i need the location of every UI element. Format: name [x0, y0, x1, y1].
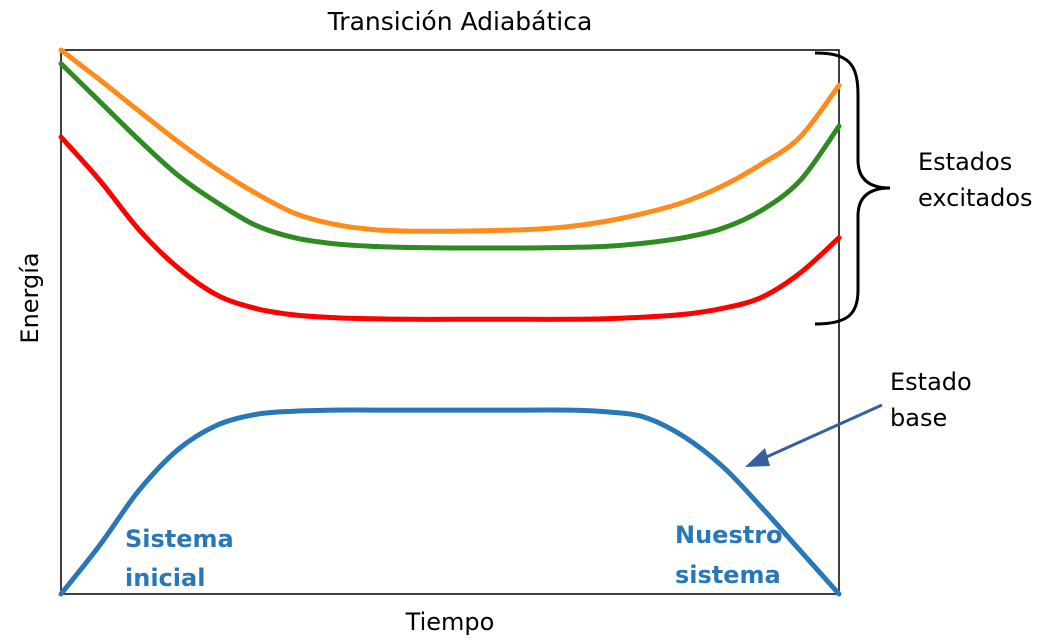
ground-state-label-line2: base	[890, 404, 947, 432]
excited-state-2-line	[61, 50, 839, 231]
initial-system-label-line1: Sistema	[125, 525, 234, 553]
x-axis-label: Tiempo	[405, 608, 495, 636]
excited-state-1-line	[61, 64, 839, 248]
ground-state-label-line1: Estado	[890, 368, 972, 396]
initial-system-label-line2: inicial	[125, 564, 205, 592]
ground-state-arrow-shaft	[762, 405, 882, 459]
y-axis-label: Energía	[16, 252, 44, 343]
excited-states-label-line1: Estados	[918, 148, 1012, 176]
plot-area-frame	[61, 50, 839, 594]
our-system-label-line2: sistema	[675, 561, 781, 589]
ground-state-arrow-head	[745, 448, 770, 467]
excited-states-brace	[815, 53, 890, 324]
chart-title: Transición Adiabática	[327, 7, 593, 36]
excited-states-label-line2: excitados	[918, 184, 1033, 212]
our-system-label-line1: Nuestro	[675, 521, 783, 549]
series-layer	[61, 50, 839, 594]
